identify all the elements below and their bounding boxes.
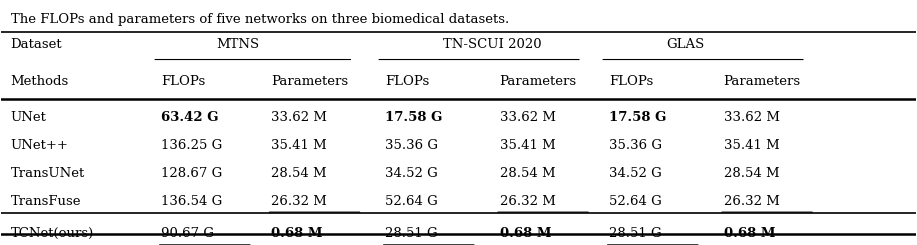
Text: 28.51 G: 28.51 G <box>385 227 438 240</box>
Text: 63.42 G: 63.42 G <box>161 111 219 124</box>
Text: 136.54 G: 136.54 G <box>161 195 223 208</box>
Text: 35.36 G: 35.36 G <box>385 139 438 152</box>
Text: 26.32 M: 26.32 M <box>271 195 327 208</box>
Text: 28.54 M: 28.54 M <box>724 167 779 180</box>
Text: TN-SCUI 2020: TN-SCUI 2020 <box>443 38 541 51</box>
Text: UNet++: UNet++ <box>10 139 69 152</box>
Text: FLOPs: FLOPs <box>161 75 205 88</box>
Text: 90.67 G: 90.67 G <box>161 227 215 240</box>
Text: 28.54 M: 28.54 M <box>271 167 326 180</box>
Text: Parameters: Parameters <box>271 75 348 88</box>
Text: 0.68 M: 0.68 M <box>724 227 775 240</box>
Text: 52.64 G: 52.64 G <box>610 195 662 208</box>
Text: 0.68 M: 0.68 M <box>500 227 551 240</box>
Text: 26.32 M: 26.32 M <box>724 195 779 208</box>
Text: Parameters: Parameters <box>724 75 801 88</box>
Text: TransFuse: TransFuse <box>10 195 81 208</box>
Text: 28.54 M: 28.54 M <box>500 167 556 180</box>
Text: 34.52 G: 34.52 G <box>385 167 438 180</box>
Text: 136.25 G: 136.25 G <box>161 139 223 152</box>
Text: Methods: Methods <box>10 75 69 88</box>
Text: UNet: UNet <box>10 111 47 124</box>
Text: 52.64 G: 52.64 G <box>385 195 438 208</box>
Text: TransUNet: TransUNet <box>10 167 84 180</box>
Text: 0.68 M: 0.68 M <box>271 227 323 240</box>
Text: FLOPs: FLOPs <box>385 75 429 88</box>
Text: 33.62 M: 33.62 M <box>724 111 779 124</box>
Text: 17.58 G: 17.58 G <box>610 111 667 124</box>
Text: 28.51 G: 28.51 G <box>610 227 662 240</box>
Text: 33.62 M: 33.62 M <box>271 111 327 124</box>
Text: 35.41 M: 35.41 M <box>500 139 556 152</box>
Text: Dataset: Dataset <box>10 38 62 51</box>
Text: 35.36 G: 35.36 G <box>610 139 662 152</box>
Text: MTNS: MTNS <box>216 38 260 51</box>
Text: 34.52 G: 34.52 G <box>610 167 662 180</box>
Text: Parameters: Parameters <box>500 75 577 88</box>
Text: 26.32 M: 26.32 M <box>500 195 556 208</box>
Text: The FLOPs and parameters of five networks on three biomedical datasets.: The FLOPs and parameters of five network… <box>10 13 509 26</box>
Text: 128.67 G: 128.67 G <box>161 167 223 180</box>
Text: 35.41 M: 35.41 M <box>271 139 326 152</box>
Text: FLOPs: FLOPs <box>610 75 654 88</box>
Text: 35.41 M: 35.41 M <box>724 139 779 152</box>
Text: 33.62 M: 33.62 M <box>500 111 556 124</box>
Text: GLAS: GLAS <box>667 38 705 51</box>
Text: TCNet(ours): TCNet(ours) <box>10 227 94 240</box>
Text: 17.58 G: 17.58 G <box>385 111 443 124</box>
